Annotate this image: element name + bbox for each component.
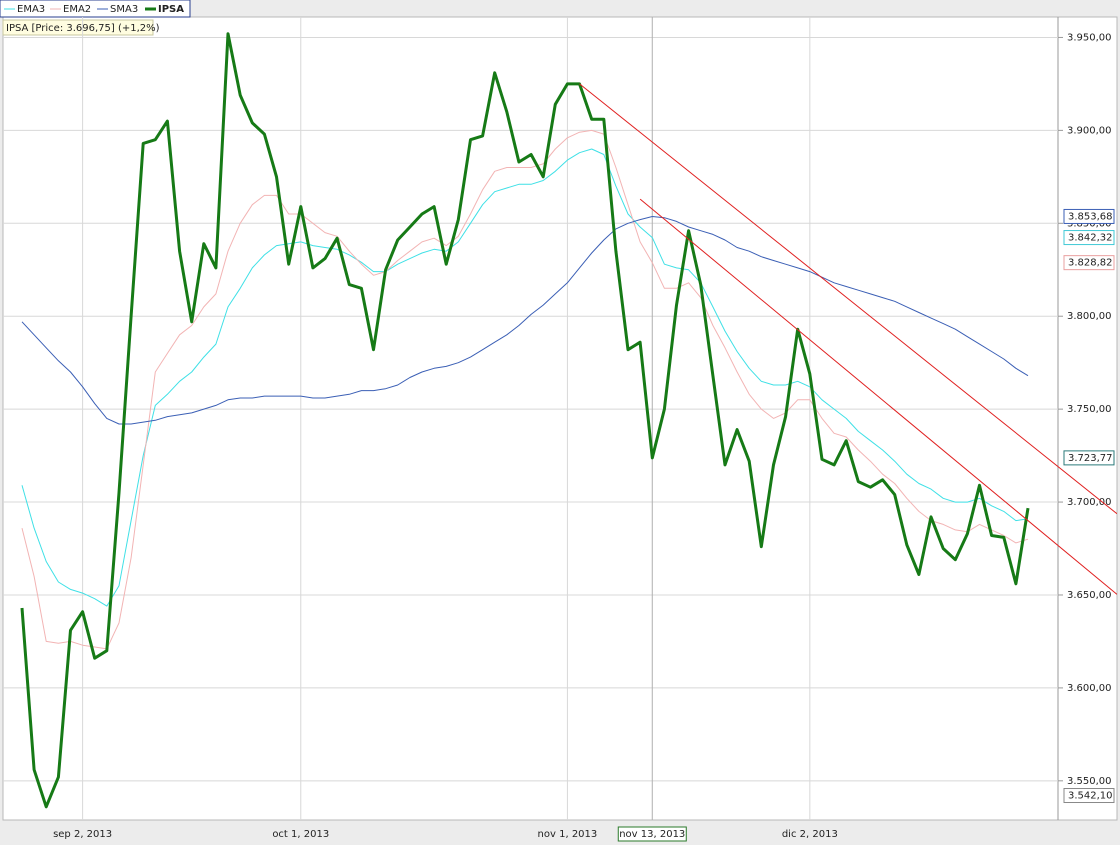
x-tick-label: sep 2, 2013 <box>53 829 112 840</box>
readout-label: 3.723,77 <box>1068 453 1113 464</box>
y-tick-label: 3.750,00 <box>1067 404 1112 415</box>
readout-box <box>1063 230 1115 246</box>
readout-box <box>1063 788 1115 804</box>
y-tick-label: 3.800,00 <box>1067 311 1112 322</box>
readout-box <box>1063 450 1115 466</box>
y-tick-label: 3.700,00 <box>1067 497 1112 508</box>
legend-label: SMA3 <box>110 4 138 15</box>
readout-box <box>1063 208 1115 224</box>
readout-label: 3.853,68 <box>1068 211 1113 222</box>
x-tick-label: dic 2, 2013 <box>782 829 838 840</box>
trendlines <box>579 83 1117 595</box>
legend <box>0 0 191 18</box>
plot-area <box>2 16 1118 821</box>
info-box <box>2 19 154 36</box>
readout-label: 3.542,10 <box>1068 791 1113 802</box>
legend-label: IPSA <box>158 4 184 15</box>
trendline <box>639 198 1117 595</box>
y-tick-label: 3.650,00 <box>1067 590 1112 601</box>
readout-label: 3.842,32 <box>1068 233 1113 244</box>
x-tick-label: nov 13, 2013 <box>619 829 685 840</box>
readout-box <box>1063 255 1115 271</box>
series-line <box>21 216 1029 425</box>
y-tick-label: 3.550,00 <box>1067 776 1112 787</box>
y-tick-label: 3.900,00 <box>1067 125 1112 136</box>
y-tick-label: 3.950,00 <box>1067 32 1112 43</box>
chart-layer: 3.550,00 3.600,00 3.650,00 3.700,00 3.750,00… <box>3 4 1117 842</box>
x-tick-label: nov 1, 2013 <box>538 829 598 840</box>
x-tick-label: oct 1, 2013 <box>272 829 329 840</box>
y-tick-label: 3.600,00 <box>1067 683 1112 694</box>
legend-label: EMA2 <box>63 4 91 15</box>
series-line <box>21 148 1029 607</box>
legend-label: EMA3 <box>17 4 45 15</box>
trendline <box>579 83 1117 515</box>
readout-label: 3.828,82 <box>1068 258 1113 269</box>
series-line <box>20 32 1030 809</box>
series-line <box>21 129 1029 650</box>
crosshair-label-box <box>617 826 687 842</box>
